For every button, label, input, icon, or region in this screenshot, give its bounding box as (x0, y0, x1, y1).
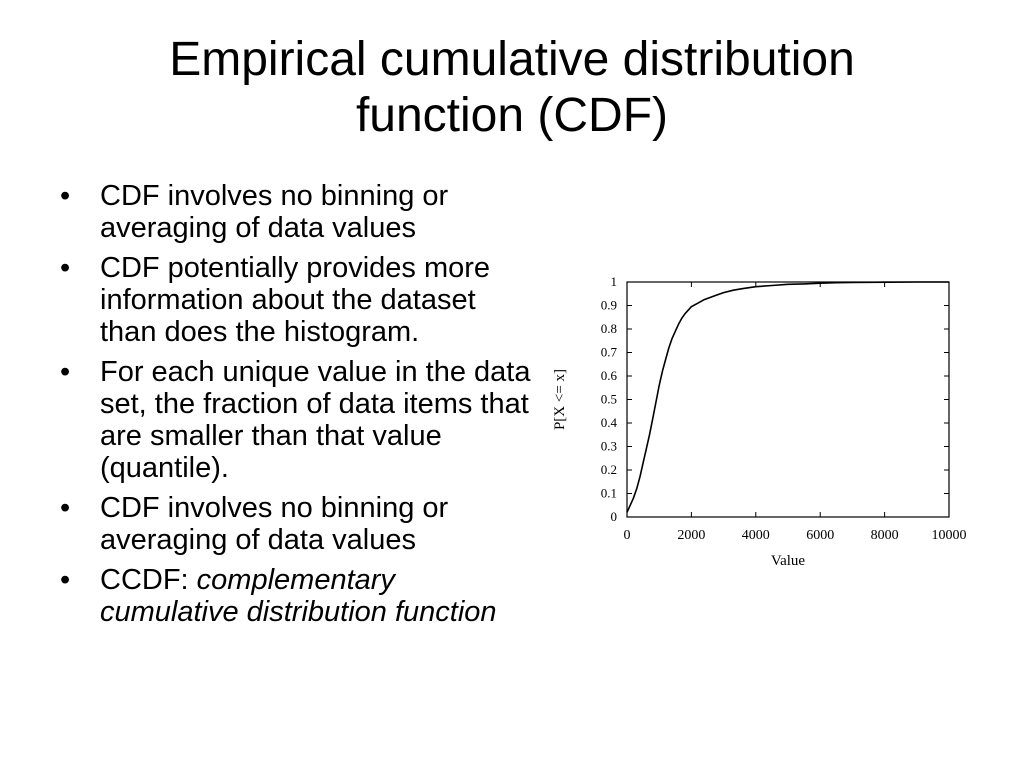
bullet-dot: • (60, 564, 71, 596)
bullet-text: For each unique value in the data set, t… (100, 356, 531, 484)
bullet-item: • CDF potentially provides more informat… (60, 252, 540, 348)
slide-title: Empirical cumulative distribution functi… (0, 32, 1024, 144)
title-line-1: Empirical cumulative distribution (169, 33, 855, 86)
x-tick-label: 6000 (806, 528, 834, 543)
bullet-dot: • (60, 492, 71, 524)
bullet-dot: • (60, 252, 71, 284)
y-tick-label: 0.3 (601, 439, 617, 454)
bullet-list: • CDF involves no binning or averaging o… (60, 180, 540, 636)
x-axis-label: Value (771, 553, 805, 569)
cdf-chart: 0 0.1 0.2 0.3 0.4 0.5 0.6 0.7 0.8 0.9 1 0 2000 4000 60… (552, 274, 967, 569)
y-tick-label: 0.5 (601, 392, 617, 407)
bullet-text: CDF involves no binning or averaging of … (100, 180, 449, 244)
y-tick-label: 0.8 (601, 321, 617, 336)
x-tick-label: 4000 (742, 528, 770, 543)
plot-frame (626, 281, 950, 518)
bullet-prefix: CCDF: (100, 564, 197, 596)
y-tick-label: 1 (611, 274, 618, 289)
bullet-italic-text: complementary cumulative distribution fu… (100, 564, 497, 628)
x-tick-label: 0 (624, 528, 631, 543)
y-tick-label: 0.2 (601, 462, 617, 477)
bullet-text: CDF potentially provides more informatio… (100, 252, 491, 348)
y-tick-label: 0.7 (601, 345, 618, 360)
bullet-item: • CCDF: complementary cumulative distrib… (60, 564, 540, 628)
x-tick-label: 2000 (677, 528, 705, 543)
y-tick-label: 0.9 (601, 298, 617, 313)
bullet-item: • CDF involves no binning or averaging o… (60, 180, 540, 244)
bullet-text: CDF involves no binning or averaging of … (100, 492, 449, 556)
y-tick-label: 0.1 (601, 486, 617, 501)
cdf-series-line (626, 281, 949, 513)
bullet-dot: • (60, 180, 71, 212)
bullet-item: • For each unique value in the data set,… (60, 356, 540, 484)
bullet-dot: • (60, 356, 71, 388)
y-axis-label: P[X <= x] (552, 369, 568, 430)
title-line-2: function (CDF) (355, 89, 669, 142)
y-tick-label: 0.6 (601, 368, 618, 383)
x-tick-label: 10000 (932, 528, 967, 543)
x-tick-label: 8000 (871, 528, 899, 543)
bullet-item: • CDF involves no binning or averaging o… (60, 492, 540, 556)
y-tick-label: 0 (611, 509, 618, 524)
y-tick-label: 0.4 (601, 415, 618, 430)
